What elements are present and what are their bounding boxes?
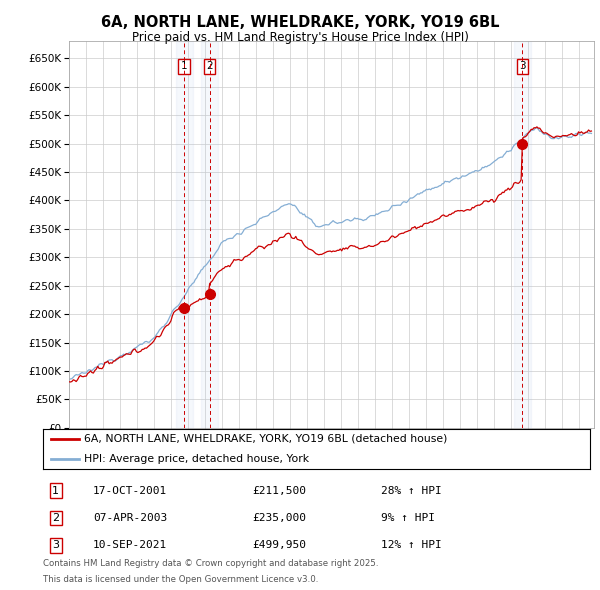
Text: 10-SEP-2021: 10-SEP-2021: [93, 540, 167, 550]
Bar: [514, 41, 531, 428]
Bar: [201, 41, 218, 428]
Text: 1: 1: [181, 61, 188, 71]
Text: 6A, NORTH LANE, WHELDRAKE, YORK, YO19 6BL (detached house): 6A, NORTH LANE, WHELDRAKE, YORK, YO19 6B…: [84, 434, 448, 444]
Text: 12% ↑ HPI: 12% ↑ HPI: [381, 540, 442, 550]
Text: 9% ↑ HPI: 9% ↑ HPI: [381, 513, 435, 523]
Text: Price paid vs. HM Land Registry's House Price Index (HPI): Price paid vs. HM Land Registry's House …: [131, 31, 469, 44]
Bar: [176, 41, 193, 428]
Text: Contains HM Land Registry data © Crown copyright and database right 2025.: Contains HM Land Registry data © Crown c…: [43, 559, 379, 568]
Text: 2: 2: [52, 513, 59, 523]
Text: 1: 1: [52, 486, 59, 496]
Text: 28% ↑ HPI: 28% ↑ HPI: [381, 486, 442, 496]
Text: 2: 2: [206, 61, 213, 71]
Text: 6A, NORTH LANE, WHELDRAKE, YORK, YO19 6BL: 6A, NORTH LANE, WHELDRAKE, YORK, YO19 6B…: [101, 15, 499, 30]
Text: £499,950: £499,950: [252, 540, 306, 550]
Text: £211,500: £211,500: [252, 486, 306, 496]
Text: £235,000: £235,000: [252, 513, 306, 523]
Text: 3: 3: [52, 540, 59, 550]
Text: 17-OCT-2001: 17-OCT-2001: [93, 486, 167, 496]
Text: HPI: Average price, detached house, York: HPI: Average price, detached house, York: [84, 454, 310, 464]
Text: 07-APR-2003: 07-APR-2003: [93, 513, 167, 523]
Text: 3: 3: [519, 61, 526, 71]
Text: This data is licensed under the Open Government Licence v3.0.: This data is licensed under the Open Gov…: [43, 575, 319, 584]
